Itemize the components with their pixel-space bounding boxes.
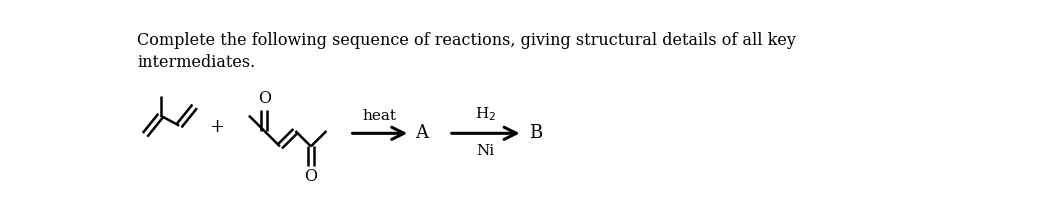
Text: O: O [258, 90, 271, 107]
Text: H$_2$: H$_2$ [475, 105, 496, 122]
Text: B: B [529, 124, 542, 142]
Text: Ni: Ni [476, 144, 495, 158]
Text: O: O [304, 168, 318, 185]
Text: heat: heat [363, 109, 397, 122]
Text: +: + [209, 118, 223, 136]
Text: Complete the following sequence of reactions, giving structural details of all k: Complete the following sequence of react… [137, 32, 796, 49]
Text: intermediates.: intermediates. [137, 54, 256, 71]
Text: A: A [415, 124, 428, 142]
